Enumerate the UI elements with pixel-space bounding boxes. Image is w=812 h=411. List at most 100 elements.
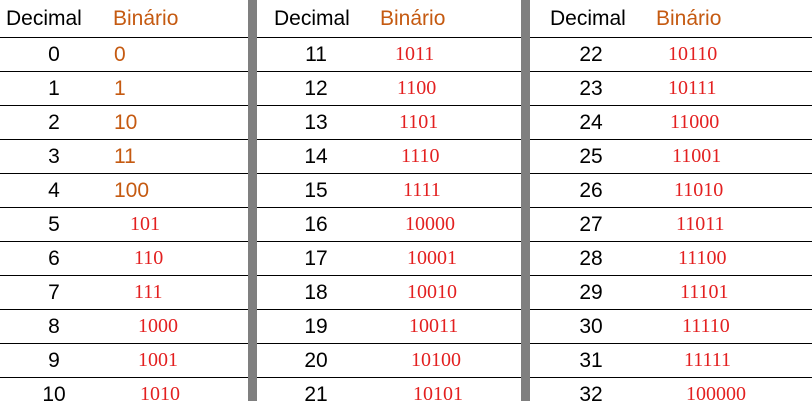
- binary-cell: 111: [108, 276, 248, 310]
- binary-cell: 10000: [375, 208, 521, 242]
- decimal-cell: 20: [257, 344, 375, 378]
- binary-cell: 1001: [108, 344, 248, 378]
- binary-cell: 10110: [652, 38, 812, 72]
- binary-cell: 1100: [375, 72, 521, 106]
- decimal-cell: 25: [530, 140, 652, 174]
- binary-cell: 11111: [652, 344, 812, 378]
- decimal-cell: 7: [0, 276, 108, 310]
- binary-cell: 10: [108, 106, 248, 140]
- decimal-cell: 18: [257, 276, 375, 310]
- decimal-cell: 28: [530, 242, 652, 276]
- decimal-cell: 6: [0, 242, 108, 276]
- binary-cell: 10010: [375, 276, 521, 310]
- binary-cell: 10011: [375, 310, 521, 344]
- column-divider: [521, 0, 530, 401]
- decimal-cell: 4: [0, 174, 108, 208]
- binary-header: Binário: [375, 0, 521, 38]
- binary-cell: 1101: [375, 106, 521, 140]
- table-header-row: Decimal Binário: [530, 0, 812, 38]
- binary-cell: 1000: [108, 310, 248, 344]
- binary-cell: 1011: [375, 38, 521, 72]
- decimal-cell: 27: [530, 208, 652, 242]
- binary-cell: 110: [108, 242, 248, 276]
- binary-cell: 0: [108, 38, 248, 72]
- binary-cell: 10101: [375, 378, 521, 411]
- decimal-cell: 0: [0, 38, 108, 72]
- decimal-header: Decimal: [530, 0, 652, 38]
- binary-cell: 1: [108, 72, 248, 106]
- binary-cell: 100000: [652, 378, 812, 411]
- binary-cell: 100: [108, 174, 248, 208]
- binary-cell: 11101: [652, 276, 812, 310]
- decimal-cell: 5: [0, 208, 108, 242]
- binary-cell: 101: [108, 208, 248, 242]
- binary-cell: 11010: [652, 174, 812, 208]
- decimal-cell: 31: [530, 344, 652, 378]
- decimal-cell: 30: [530, 310, 652, 344]
- binary-cell: 1111: [375, 174, 521, 208]
- decimal-cell: 13: [257, 106, 375, 140]
- binary-cell: 11001: [652, 140, 812, 174]
- column-divider: [248, 0, 257, 401]
- decimal-cell: 1: [0, 72, 108, 106]
- binary-cell: 10111: [652, 72, 812, 106]
- decimal-cell: 14: [257, 140, 375, 174]
- binary-header: Binário: [652, 0, 812, 38]
- decimal-cell: 21: [257, 378, 375, 411]
- decimal-cell: 3: [0, 140, 108, 174]
- decimal-cell: 10: [0, 378, 108, 411]
- decimal-cell: 29: [530, 276, 652, 310]
- binary-cell: 10100: [375, 344, 521, 378]
- decimal-cell: 17: [257, 242, 375, 276]
- decimal-header: Decimal: [0, 0, 108, 38]
- binary-cell: 1110: [375, 140, 521, 174]
- binary-cell: 11100: [652, 242, 812, 276]
- decimal-cell: 9: [0, 344, 108, 378]
- table-header-row: Decimal Binário: [257, 0, 521, 38]
- decimal-header: Decimal: [257, 0, 375, 38]
- decimal-cell: 8: [0, 310, 108, 344]
- decimal-cell: 15: [257, 174, 375, 208]
- binary-cell: 11110: [652, 310, 812, 344]
- binary-cell: 11000: [652, 106, 812, 140]
- binary-cell: 1010: [108, 378, 248, 411]
- decimal-cell: 22: [530, 38, 652, 72]
- decimal-cell: 16: [257, 208, 375, 242]
